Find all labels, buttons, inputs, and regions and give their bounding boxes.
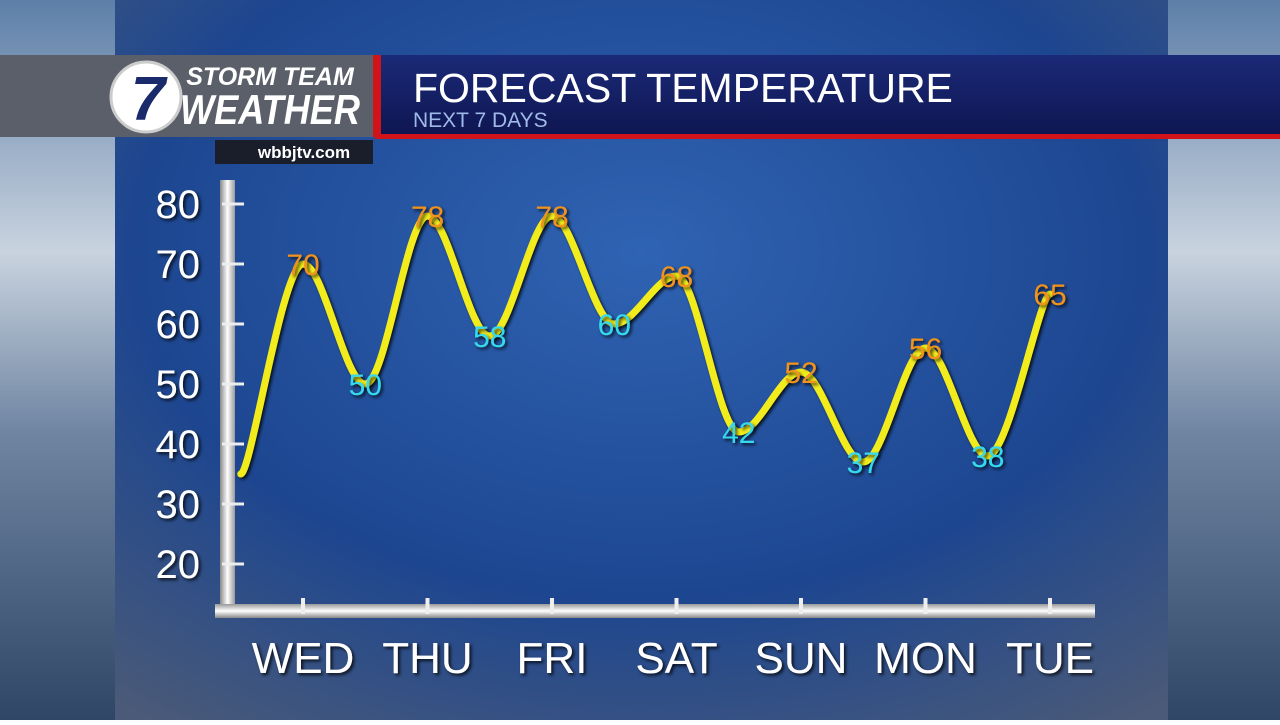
data-label: 52 [784,357,817,390]
data-label: 60 [598,309,631,342]
data-label: 37 [847,447,880,480]
data-label: 50 [349,369,382,402]
x-tick-label: WED [252,634,355,683]
data-label: 65 [1033,279,1066,312]
x-axis [215,604,1095,618]
data-label: 70 [286,249,319,282]
logo-box [0,55,375,137]
data-label: 42 [722,417,755,450]
data-label: 58 [473,321,506,354]
x-tick-label: SAT [635,634,717,683]
data-label: 68 [660,261,693,294]
chart-subtitle: NEXT 7 DAYS [413,109,548,132]
y-axis [220,180,235,610]
temperature-line [237,212,1054,478]
website: wbbjtv.com [257,143,350,162]
data-label: 78 [535,201,568,234]
data-label: 38 [971,441,1004,474]
x-tick-label: THU [382,634,472,683]
chart-title: FORECAST TEMPERATURE [413,65,953,111]
website-box [215,140,373,164]
logo-circle [109,60,183,134]
data-label: 56 [909,333,942,366]
y-tick-label: 50 [156,363,201,407]
x-tick-label: FRI [517,634,588,683]
x-tick-label: SUN [755,634,848,683]
y-tick-label: 30 [156,483,201,527]
x-tick-label: TUE [1006,634,1094,683]
y-tick-label: 70 [156,243,201,287]
header-underline [375,134,1280,139]
logo-top: STORM TEAM [186,63,355,91]
y-tick-label: 80 [156,183,201,227]
x-tick-label: MON [874,634,977,683]
data-label: 78 [411,201,444,234]
logo-bottom: WEATHER [180,86,361,133]
y-tick-label: 40 [156,423,201,467]
logo-number: 7 [131,65,168,134]
header-divider [373,55,381,137]
y-tick-label: 60 [156,303,201,347]
y-tick-label: 20 [156,543,201,587]
